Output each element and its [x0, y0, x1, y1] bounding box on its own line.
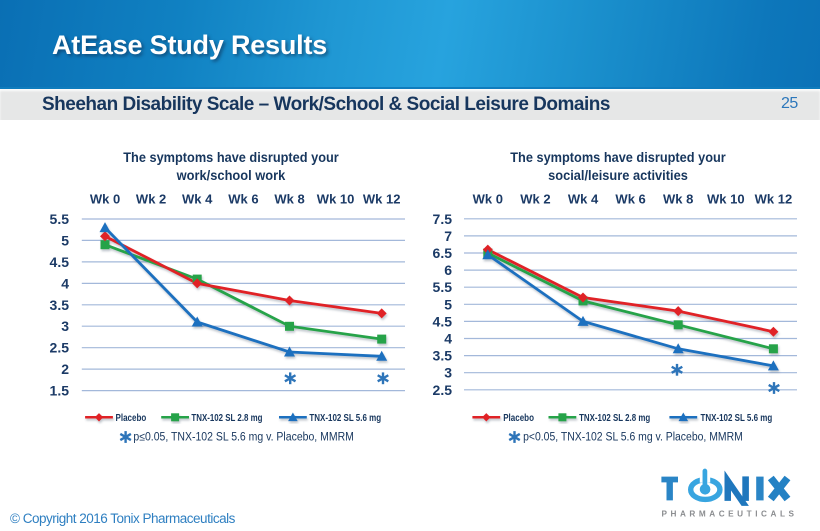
svg-text:6.5: 6.5 [433, 245, 453, 261]
svg-text:5: 5 [61, 232, 69, 248]
svg-text:work/school work: work/school work [176, 168, 286, 183]
svg-text:Wk 8: Wk 8 [274, 192, 304, 207]
svg-text:5: 5 [444, 296, 452, 312]
svg-text:4.5: 4.5 [433, 313, 453, 329]
svg-text:5.5: 5.5 [433, 279, 453, 295]
svg-text:Placebo: Placebo [116, 413, 147, 424]
svg-text:5.5: 5.5 [50, 211, 70, 227]
svg-text:4: 4 [61, 275, 69, 291]
svg-text:TNX-102 SL 2.8 mg: TNX-102 SL 2.8 mg [579, 413, 650, 424]
svg-text:Wk 10: Wk 10 [707, 192, 745, 207]
svg-text:Placebo: Placebo [503, 413, 534, 424]
svg-text:Wk 12: Wk 12 [363, 192, 401, 207]
svg-text:6: 6 [444, 262, 452, 278]
svg-text:2.5: 2.5 [50, 340, 70, 356]
svg-text:Wk 2: Wk 2 [520, 192, 550, 207]
svg-text:Wk 4: Wk 4 [568, 192, 599, 207]
svg-text:4: 4 [444, 331, 452, 347]
svg-text:TNX-102 SL 2.8 mg: TNX-102 SL 2.8 mg [191, 413, 262, 424]
svg-text:Wk 8: Wk 8 [663, 192, 693, 207]
svg-text:p≤0.05, TNX-102 SL 5.6 mg v. P: p≤0.05, TNX-102 SL 5.6 mg v. Placebo, MM… [133, 432, 354, 444]
svg-text:3.5: 3.5 [433, 348, 453, 364]
svg-text:Wk 0: Wk 0 [473, 192, 503, 207]
svg-text:Wk 6: Wk 6 [615, 192, 645, 207]
svg-text:The symptoms have disrupted yo: The symptoms have disrupted your [123, 150, 339, 165]
svg-text:3: 3 [61, 318, 69, 334]
svg-text:TNX-102 SL 5.6 mg: TNX-102 SL 5.6 mg [701, 413, 773, 424]
svg-text:4.5: 4.5 [50, 254, 70, 270]
svg-text:3.5: 3.5 [50, 297, 70, 313]
svg-text:1.5: 1.5 [50, 383, 70, 399]
svg-text:Wk 4: Wk 4 [182, 192, 213, 207]
svg-text:TNX-102 SL 5.6 mg: TNX-102 SL 5.6 mg [309, 413, 381, 424]
svg-text:The symptoms have disrupted yo: The symptoms have disrupted your [510, 150, 726, 165]
svg-text:Wk 12: Wk 12 [755, 192, 793, 207]
svg-text:3: 3 [444, 365, 452, 381]
svg-text:Wk 6: Wk 6 [228, 192, 258, 207]
svg-text:p<0.05, TNX-102 SL 5.6 mg v. P: p<0.05, TNX-102 SL 5.6 mg v. Placebo, MM… [523, 432, 743, 444]
svg-text:social/leisure activities: social/leisure activities [548, 168, 688, 183]
svg-text:Wk 0: Wk 0 [90, 192, 120, 207]
svg-text:7.5: 7.5 [433, 211, 453, 227]
svg-text:PHARMACEUTICALS: PHARMACEUTICALS [661, 510, 797, 519]
svg-text:Wk 2: Wk 2 [136, 192, 166, 207]
svg-text:2.5: 2.5 [433, 382, 453, 398]
svg-text:2: 2 [61, 361, 69, 377]
svg-text:7: 7 [444, 228, 452, 244]
svg-text:Wk 10: Wk 10 [317, 192, 355, 207]
